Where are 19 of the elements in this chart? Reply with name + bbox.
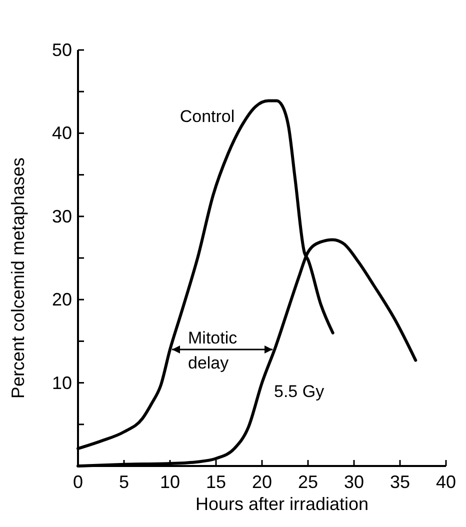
x-tick-label: 15 bbox=[206, 472, 226, 492]
x-tick-label: 35 bbox=[390, 472, 410, 492]
annotation: Mitotic delay bbox=[188, 328, 238, 373]
y-axis-title: Percent colcemid metaphases bbox=[8, 157, 28, 399]
y-tick-label: 30 bbox=[52, 206, 72, 226]
x-tick-label: 10 bbox=[160, 472, 180, 492]
x-tick-label: 25 bbox=[298, 472, 318, 492]
y-tick-label: 20 bbox=[52, 290, 72, 310]
x-tick-label: 5 bbox=[118, 472, 130, 492]
y-tick-label: 40 bbox=[52, 123, 72, 144]
x-tick-label: 0 bbox=[72, 472, 84, 492]
y-tick-label: 50 bbox=[52, 40, 72, 60]
x-tick-label: 30 bbox=[344, 472, 364, 492]
x-tick-label: 40 bbox=[436, 472, 456, 492]
x-axis-title: Hours after irradiation bbox=[195, 494, 369, 514]
x-tick-label: 20 bbox=[252, 472, 272, 492]
series-label: 5.5 Gy bbox=[274, 382, 325, 401]
series-label: Control bbox=[180, 107, 235, 126]
y-tick-label: 10 bbox=[52, 372, 72, 393]
